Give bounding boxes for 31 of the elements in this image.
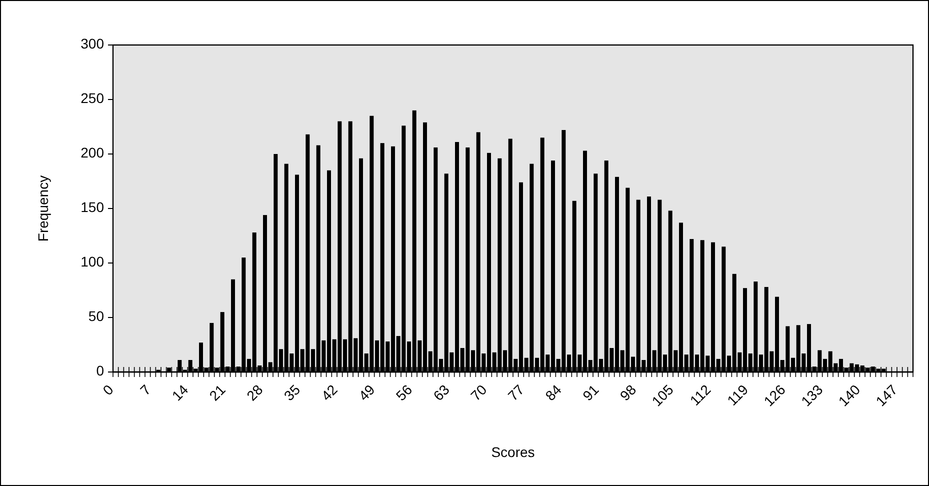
y-axis-title: Frequency	[35, 175, 51, 242]
y-tick-label: 0	[96, 362, 104, 379]
x-tick-label: 14	[168, 381, 192, 404]
x-tick-label: 63	[430, 381, 453, 404]
x-tick-label: 126	[760, 381, 789, 410]
x-tick-label: 140	[835, 381, 864, 410]
x-tick-label: 35	[280, 381, 304, 404]
x-axis-title: Scores	[491, 444, 535, 460]
x-tick-label: 98	[616, 381, 640, 404]
x-tick-label: 42	[318, 381, 341, 404]
x-tick-label: 49	[355, 381, 378, 404]
y-tick-label: 300	[80, 36, 104, 52]
x-tick-label: 0	[100, 381, 117, 398]
x-tick-label: 112	[686, 381, 714, 409]
x-tick-label: 28	[243, 381, 266, 404]
x-tick-label: 84	[542, 381, 565, 404]
x-tick-label: 70	[467, 381, 490, 404]
x-tick-label: 7	[136, 381, 154, 398]
x-tick-label: 133	[798, 381, 826, 410]
x-tick-label: 119	[724, 381, 752, 409]
x-tick-label: 77	[504, 381, 528, 404]
y-tick-label: 200	[80, 144, 104, 161]
y-tick-label: 100	[80, 254, 104, 270]
y-tick-label: 250	[80, 90, 104, 106]
x-tick-label: 21	[206, 381, 229, 404]
x-tick-label: 56	[392, 381, 416, 404]
y-tick-label: 150	[80, 199, 104, 216]
x-tick-label: 105	[648, 381, 677, 410]
x-tick-label: 147	[872, 381, 901, 410]
y-tick-label: 50	[88, 308, 104, 324]
x-tick-label: 91	[579, 381, 602, 404]
